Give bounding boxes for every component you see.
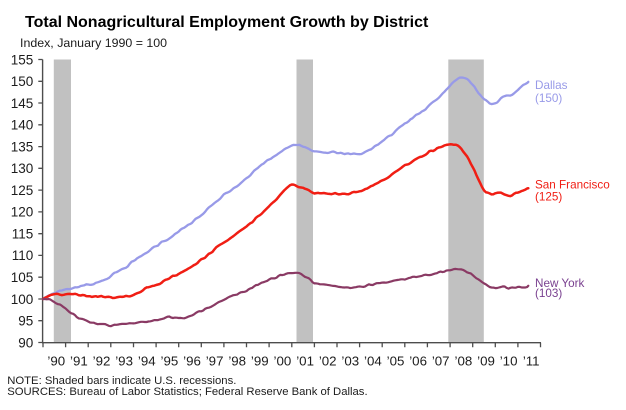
svg-text:’91: ’91 bbox=[70, 353, 88, 368]
svg-text:’93: ’93 bbox=[115, 353, 133, 368]
svg-text:145: 145 bbox=[11, 96, 34, 111]
svg-text:125: 125 bbox=[11, 183, 34, 198]
svg-text:’92: ’92 bbox=[93, 353, 111, 368]
svg-text:’06: ’06 bbox=[409, 353, 427, 368]
svg-text:100: 100 bbox=[11, 292, 34, 307]
svg-text:110: 110 bbox=[12, 248, 34, 263]
svg-text:’09: ’09 bbox=[477, 353, 495, 368]
svg-text:(150): (150) bbox=[535, 92, 562, 105]
svg-text:130: 130 bbox=[11, 161, 34, 176]
svg-text:’08: ’08 bbox=[455, 353, 473, 368]
svg-text:’97: ’97 bbox=[206, 353, 224, 368]
svg-text:’10: ’10 bbox=[500, 353, 518, 368]
svg-text:’98: ’98 bbox=[228, 353, 246, 368]
svg-text:135: 135 bbox=[11, 139, 34, 154]
svg-text:’96: ’96 bbox=[183, 353, 201, 368]
svg-text:Dallas: Dallas bbox=[535, 79, 568, 92]
svg-text:’03: ’03 bbox=[341, 353, 359, 368]
svg-text:(103): (103) bbox=[535, 287, 562, 300]
svg-text:’94: ’94 bbox=[138, 353, 156, 368]
svg-text:SOURCES: Bureau of Labor Stati: SOURCES: Bureau of Labor Statistics; Fed… bbox=[7, 386, 367, 398]
svg-text:NOTE: Shaded bars indicate U.S: NOTE: Shaded bars indicate U.S. recessio… bbox=[7, 375, 236, 387]
svg-text:105: 105 bbox=[11, 270, 34, 285]
svg-text:90: 90 bbox=[18, 335, 33, 350]
svg-text:155: 155 bbox=[11, 52, 34, 67]
svg-text:’05: ’05 bbox=[387, 353, 405, 368]
svg-text:(125): (125) bbox=[535, 190, 562, 203]
svg-text:’90: ’90 bbox=[47, 353, 65, 368]
svg-text:New York: New York bbox=[535, 277, 585, 290]
svg-text:’99: ’99 bbox=[251, 353, 269, 368]
svg-text:95: 95 bbox=[18, 314, 33, 329]
svg-text:’04: ’04 bbox=[364, 353, 382, 368]
svg-text:’95: ’95 bbox=[161, 353, 179, 368]
svg-text:’11: ’11 bbox=[523, 353, 540, 368]
svg-text:’07: ’07 bbox=[432, 353, 450, 368]
svg-text:San Francisco: San Francisco bbox=[535, 179, 610, 192]
svg-text:’01: ’01 bbox=[296, 353, 314, 368]
svg-text:140: 140 bbox=[11, 118, 34, 133]
svg-text:120: 120 bbox=[11, 205, 34, 220]
svg-text:’00: ’00 bbox=[274, 353, 292, 368]
svg-text:115: 115 bbox=[12, 227, 34, 242]
svg-text:Index, January 1990 = 100: Index, January 1990 = 100 bbox=[20, 36, 167, 50]
svg-text:’02: ’02 bbox=[319, 353, 337, 368]
svg-text:150: 150 bbox=[11, 74, 34, 89]
svg-text:Total Nonagricultural Employme: Total Nonagricultural Employment Growth … bbox=[25, 14, 429, 31]
